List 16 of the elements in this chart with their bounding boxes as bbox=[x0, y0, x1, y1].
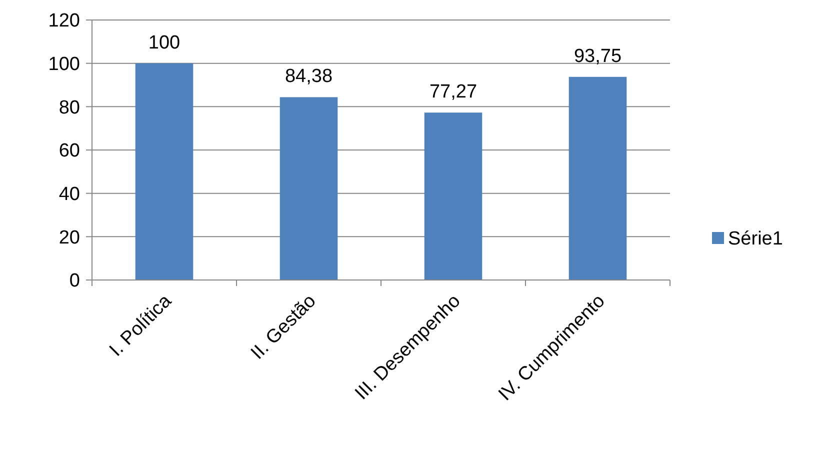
y-tick-label: 80 bbox=[58, 97, 80, 118]
bar bbox=[424, 112, 482, 280]
bar bbox=[568, 76, 627, 280]
y-tick-label: 120 bbox=[48, 10, 80, 32]
data-label: 100 bbox=[148, 32, 180, 54]
y-tick-label: 100 bbox=[48, 54, 80, 75]
data-label: 77,27 bbox=[429, 82, 478, 103]
y-tick-label: 40 bbox=[58, 184, 80, 205]
y-tick-label: 60 bbox=[58, 140, 80, 162]
bar bbox=[280, 97, 338, 280]
bar bbox=[135, 63, 194, 280]
y-tick-label: 20 bbox=[58, 227, 80, 248]
data-label: 84,38 bbox=[284, 66, 333, 88]
y-tick-label: 0 bbox=[69, 270, 80, 292]
legend-label: Série1 bbox=[728, 228, 783, 250]
data-label: 93,75 bbox=[574, 46, 622, 67]
